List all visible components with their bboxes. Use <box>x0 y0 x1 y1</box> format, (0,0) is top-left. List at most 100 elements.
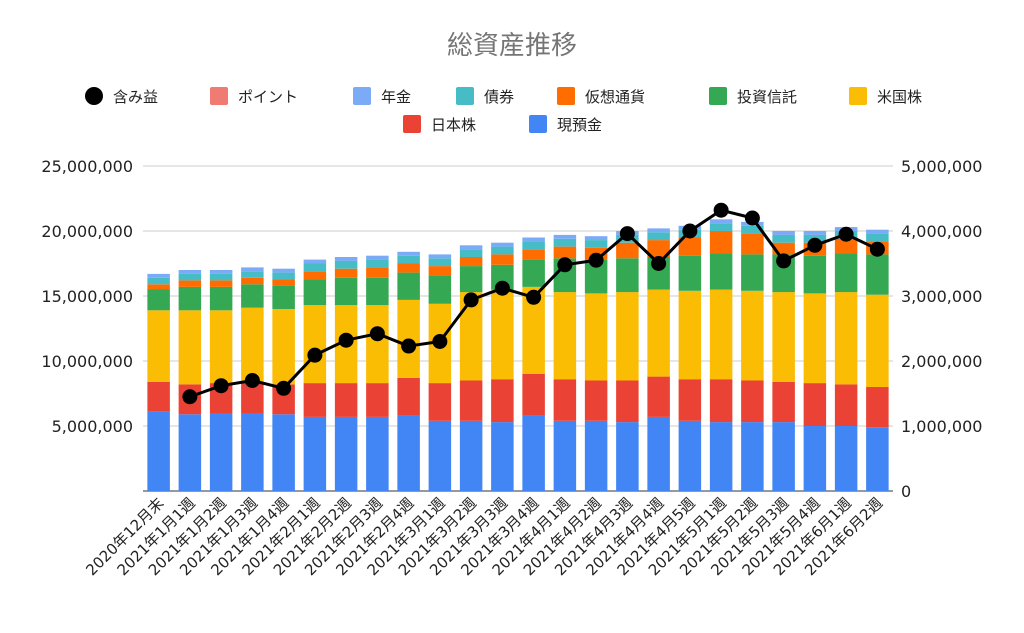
bar-segment <box>209 270 233 274</box>
bar-segment <box>803 426 827 491</box>
line-point <box>744 210 760 226</box>
line-point <box>432 334 448 349</box>
bar-segment <box>491 379 514 423</box>
right-tick-label: 2,000,000 <box>901 352 982 371</box>
bar-segment <box>397 377 420 416</box>
bar-segment <box>334 260 358 269</box>
bar-segment <box>647 376 670 417</box>
legend-label: 含み益 <box>113 88 158 106</box>
bar-segment <box>616 258 639 293</box>
bar-segment <box>459 380 483 421</box>
bar-segment <box>209 280 233 287</box>
bar-segment <box>772 231 795 235</box>
legend-swatch <box>849 87 867 105</box>
legend-label: 仮想通貨 <box>585 88 645 106</box>
bar-segment <box>491 246 514 255</box>
bar-segment <box>209 413 233 491</box>
bar-segment <box>584 420 608 491</box>
right-tick-label: 0 <box>901 482 911 501</box>
left-tick-label: 5,000,000 <box>52 417 133 436</box>
bar-segment <box>616 242 639 259</box>
bar-segment <box>272 414 295 491</box>
bar-segment <box>366 259 389 268</box>
bar-segment <box>553 292 577 380</box>
legend-swatch <box>403 115 421 133</box>
line-point <box>338 332 354 348</box>
bar-segment <box>366 267 389 278</box>
legend-label: 債券 <box>484 88 514 106</box>
bar-segment <box>147 273 170 278</box>
bar-segment <box>147 277 170 285</box>
bar-segment <box>834 426 858 491</box>
right-tick-label: 1,000,000 <box>901 417 982 436</box>
bar-segment <box>303 263 327 272</box>
bar-segment <box>303 305 327 384</box>
legend-label: 年金 <box>381 88 411 106</box>
bar-segment <box>459 257 483 267</box>
bars <box>147 219 889 491</box>
right-axis: 0 1,000,000 2,000,000 3,000,000 4,000,000 5,0… <box>901 157 982 501</box>
bar-segment <box>553 420 577 491</box>
bar-segment <box>272 268 295 273</box>
bar-segment <box>428 254 452 259</box>
line-point <box>307 347 323 363</box>
legend-swatch <box>353 87 371 105</box>
bar-segment <box>241 381 264 413</box>
bar-segment <box>803 231 827 235</box>
bar-segment <box>303 383 327 417</box>
bar-segment <box>303 416 327 491</box>
chart-title: 総資産推移 <box>447 31 577 61</box>
right-tick-label: 4,000,000 <box>901 222 982 241</box>
bar-segment <box>772 422 795 491</box>
bar-segment <box>772 292 795 382</box>
left-tick-label: 10,000,000 <box>41 352 133 371</box>
line-point <box>651 256 667 271</box>
legend-swatch <box>709 87 727 105</box>
line-point <box>244 373 260 388</box>
right-tick-label: 5,000,000 <box>901 157 982 176</box>
bar-segment <box>272 279 295 286</box>
bar-segment <box>678 420 702 491</box>
bar-segment <box>241 271 264 278</box>
bar-segment <box>241 413 264 491</box>
bar-segment <box>178 280 202 287</box>
bar-segment <box>241 267 264 272</box>
bar-segment <box>366 305 389 384</box>
bar-segment <box>178 270 202 274</box>
grid <box>143 165 893 492</box>
bar-segment <box>866 387 889 428</box>
bar-segment <box>272 285 295 309</box>
bar-segment <box>647 240 670 257</box>
legend-swatch <box>210 87 228 105</box>
line-point <box>807 237 823 253</box>
bar-segment <box>553 238 577 247</box>
line-point <box>557 257 573 273</box>
bar-segment <box>678 255 702 291</box>
line-point <box>526 289 542 305</box>
line-point <box>713 202 729 218</box>
bar-segment <box>178 310 202 385</box>
legend-swatch <box>557 87 575 105</box>
bar-segment <box>303 259 327 264</box>
bar-segment <box>147 310 170 382</box>
line-point <box>619 226 635 242</box>
line-point <box>463 292 479 308</box>
bar-segment <box>428 266 452 276</box>
bar-segment <box>272 272 295 280</box>
bar-segment <box>866 254 889 295</box>
line-point <box>494 280 510 296</box>
bar-segment <box>459 266 483 293</box>
bar-segment <box>491 242 514 247</box>
bar-segment <box>741 233 764 255</box>
bar-segment <box>866 294 889 387</box>
line-point <box>369 326 385 342</box>
bar-segment <box>334 268 358 278</box>
bar-segment <box>459 249 483 257</box>
bar-segment <box>709 223 733 231</box>
bar-segment <box>209 273 233 281</box>
bar-segment <box>522 249 545 260</box>
bar-segment <box>584 380 608 421</box>
bar-segment <box>866 427 889 491</box>
left-tick-label: 20,000,000 <box>41 222 133 241</box>
